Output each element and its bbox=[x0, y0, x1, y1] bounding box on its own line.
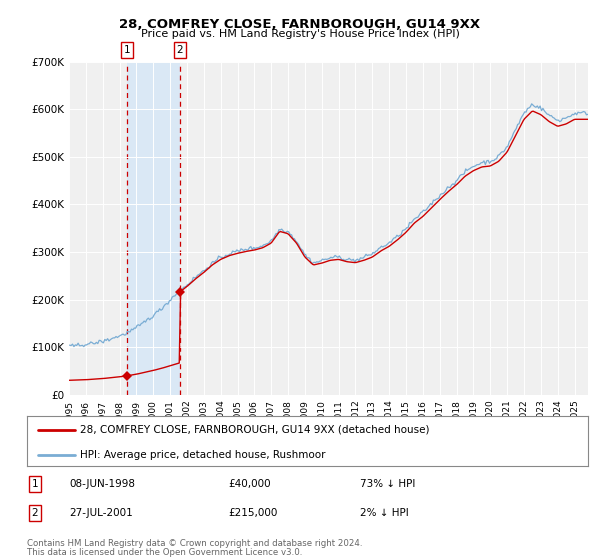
Text: 28, COMFREY CLOSE, FARNBOROUGH, GU14 9XX (detached house): 28, COMFREY CLOSE, FARNBOROUGH, GU14 9XX… bbox=[80, 424, 430, 435]
Bar bbox=[127, 62, 180, 395]
Text: 2: 2 bbox=[176, 45, 183, 55]
Text: 73% ↓ HPI: 73% ↓ HPI bbox=[360, 479, 415, 489]
Text: 1: 1 bbox=[31, 479, 38, 489]
Text: 2% ↓ HPI: 2% ↓ HPI bbox=[360, 508, 409, 518]
Text: 2: 2 bbox=[31, 508, 38, 518]
Text: This data is licensed under the Open Government Licence v3.0.: This data is licensed under the Open Gov… bbox=[27, 548, 302, 557]
Text: 1: 1 bbox=[124, 45, 131, 55]
Text: 27-JUL-2001: 27-JUL-2001 bbox=[69, 508, 133, 518]
Text: Contains HM Land Registry data © Crown copyright and database right 2024.: Contains HM Land Registry data © Crown c… bbox=[27, 539, 362, 548]
Text: £40,000: £40,000 bbox=[228, 479, 271, 489]
Text: 28, COMFREY CLOSE, FARNBOROUGH, GU14 9XX: 28, COMFREY CLOSE, FARNBOROUGH, GU14 9XX bbox=[119, 18, 481, 31]
Text: £215,000: £215,000 bbox=[228, 508, 277, 518]
Text: 08-JUN-1998: 08-JUN-1998 bbox=[69, 479, 135, 489]
Text: Price paid vs. HM Land Registry's House Price Index (HPI): Price paid vs. HM Land Registry's House … bbox=[140, 29, 460, 39]
Text: HPI: Average price, detached house, Rushmoor: HPI: Average price, detached house, Rush… bbox=[80, 450, 326, 460]
